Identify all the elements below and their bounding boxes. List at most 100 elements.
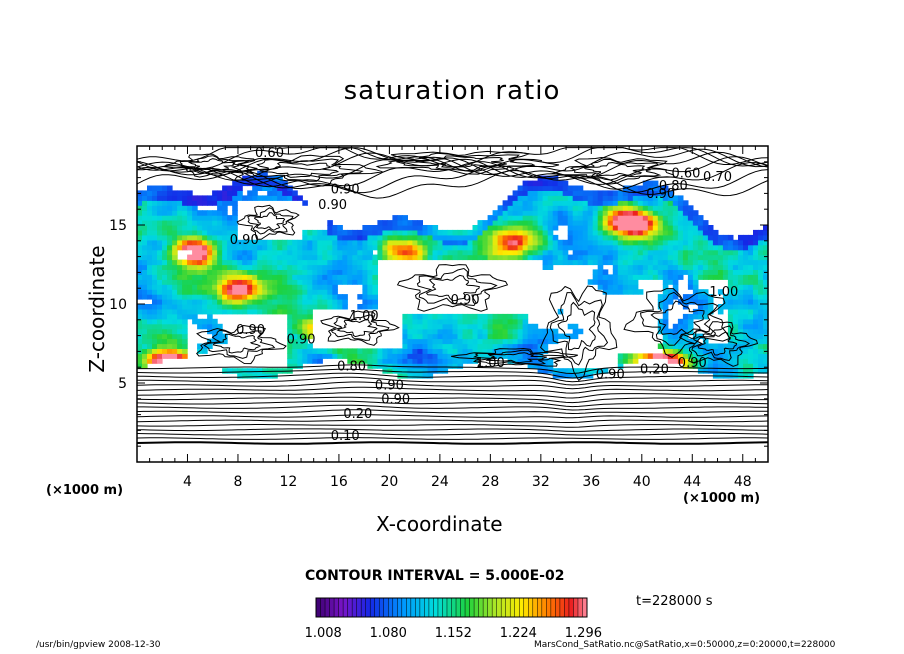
heatmap-cell [422,368,429,374]
heatmap-cell [347,279,353,285]
heatmap-cell [527,323,534,330]
heatmap-cell [392,348,398,354]
heatmap-cell [432,318,439,325]
heatmap-cell [642,259,649,266]
heatmap-cell [247,249,253,256]
heatmap-cell [522,234,529,241]
heatmap-cell [537,333,544,340]
heatmap-cell [142,249,148,256]
contour-label: 0.90 [230,233,259,248]
heatmap-cell [702,363,709,369]
heatmap-cell [517,225,524,231]
x-tick-label: 16 [330,474,348,490]
heatmap-cell [312,239,318,246]
heatmap-cell [512,195,519,201]
heatmap-cell [352,239,358,246]
heatmap-cell [738,304,744,310]
heatmap-cell [532,220,539,226]
heatmap-cell [362,264,368,270]
heatmap-cell [332,279,338,285]
heatmap-cell [507,343,514,349]
heatmap-cell [357,358,363,364]
heatmap-cell [517,318,524,325]
heatmap-cell [577,259,584,266]
heatmap-cell [222,254,228,261]
heatmap-cell [327,229,333,236]
heatmap-cell [702,289,709,295]
heatmap-cell [272,284,278,290]
heatmap-cell [492,220,499,226]
heatmap-cell [327,244,333,251]
contour-line [195,324,287,365]
heatmap-cell [257,259,263,266]
heatmap-cell [377,229,383,236]
heatmap-cell [162,279,168,285]
heatmap-cell [402,353,408,359]
heatmap-cell [637,259,644,266]
heatmap-cell [322,259,328,266]
heatmap-cell [482,234,489,241]
heatmap-cell [507,195,514,201]
heatmap-cell [222,234,228,241]
heatmap-cell [342,259,348,266]
heatmap-cell [422,363,429,369]
heatmap-cell [753,294,759,300]
heatmap-cell [607,244,614,251]
heatmap-cell [597,234,604,241]
heatmap-cell [702,244,709,251]
heatmap-cell [147,215,153,221]
heatmap-cell [542,254,549,261]
heatmap-cell [217,220,223,226]
heatmap-cell [182,328,188,335]
heatmap-cell [192,269,198,275]
colorbar-segment [406,598,412,617]
heatmap-cell [753,234,759,241]
heatmap-cell [242,259,248,266]
heatmap-cell [532,363,539,369]
heatmap-cell [207,200,213,206]
heatmap-cell [497,210,504,216]
heatmap-cell [217,200,223,206]
heatmap-cell [162,343,168,349]
heatmap-cell [652,200,659,206]
heatmap-cell [422,323,429,330]
heatmap-cell [432,343,439,349]
heatmap-cell [297,239,303,246]
heatmap-cell [417,229,423,236]
heatmap-cell [362,259,368,266]
x-tick-label: 48 [734,474,752,490]
heatmap-cell [702,220,709,226]
heatmap-cell [407,254,413,261]
heatmap-cell [212,259,218,266]
heatmap-cell [657,304,664,310]
heatmap-cell [627,244,634,251]
heatmap-cell [537,229,544,236]
heatmap-cell [137,304,143,310]
heatmap-cell [692,313,699,320]
heatmap-cell [402,323,408,330]
heatmap-cell [592,190,599,196]
heatmap-cell [402,338,408,345]
heatmap-cell [377,348,383,354]
heatmap-cell [547,259,554,266]
heatmap-cell [587,225,594,231]
heatmap-cell [252,304,258,310]
heatmap-cell [307,239,313,246]
heatmap-cell [627,259,634,266]
heatmap-cell [272,195,278,201]
heatmap-cell [512,333,519,340]
heatmap-cell [537,363,544,369]
heatmap-cell [417,358,423,364]
heatmap-cell [142,244,148,251]
heatmap-cell [167,348,173,354]
heatmap-cell [492,318,499,325]
heatmap-cell [612,200,619,206]
heatmap-cell [697,264,704,270]
heatmap-cell [187,274,193,280]
heatmap-cell [452,338,459,345]
heatmap-cell [432,338,439,345]
heatmap-cell [297,348,303,354]
heatmap-cell [427,338,434,345]
heatmap-cell [617,229,624,236]
heatmap-cell [667,210,674,216]
